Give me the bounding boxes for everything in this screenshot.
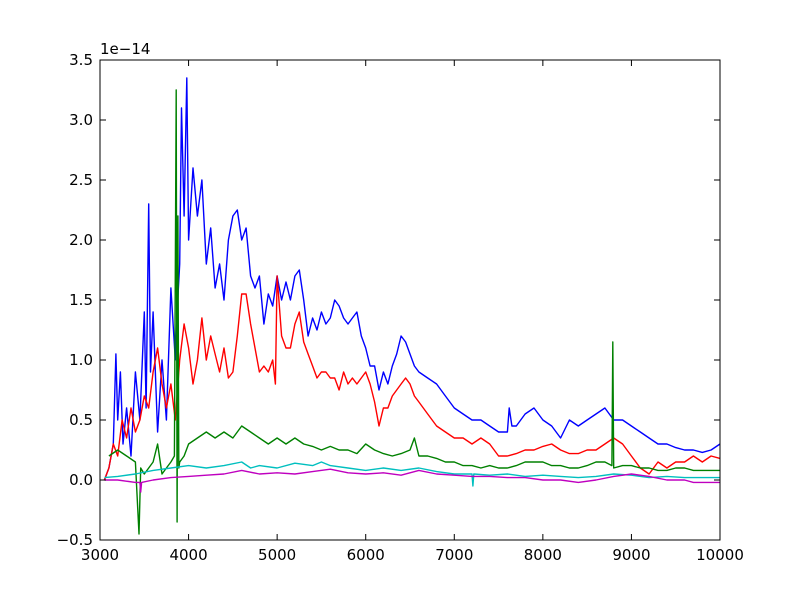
x-tick-label: 10000: [696, 546, 744, 564]
x-tick-label: 9000: [612, 546, 650, 564]
series-line-4: [104, 468, 720, 493]
y-tick-label: 0.5: [69, 411, 93, 429]
x-axis-ticks: 3000 4000 5000 6000 7000 8000 9000 10000: [81, 60, 744, 564]
y-tick-label: 2.5: [69, 171, 93, 189]
y-tick-label: 1.0: [69, 351, 93, 369]
x-tick-label: 6000: [347, 546, 385, 564]
x-tick-label: 5000: [258, 546, 296, 564]
y-tick-label: 0.0: [69, 471, 93, 489]
y-tick-label: 2.0: [69, 231, 93, 249]
series-line-0: [103, 77, 721, 481]
x-tick-label: 8000: [524, 546, 562, 564]
y-tick-label: −0.5: [57, 531, 93, 549]
y-tick-label: 3.0: [69, 111, 93, 129]
y-tick-label: 3.5: [69, 51, 93, 69]
y-axis-ticks: −0.5 0.0 0.5 1.0 1.5 2.0 2.5 3.0 3.5: [57, 51, 720, 549]
y-tick-label: 1.5: [69, 291, 93, 309]
x-tick-label: 3000: [81, 546, 119, 564]
x-tick-label: 4000: [169, 546, 207, 564]
series-line-1: [103, 275, 721, 481]
series-line-3: [104, 461, 720, 487]
y-offset-label: 1e−14: [100, 40, 150, 58]
series-line-2: [108, 89, 720, 535]
x-tick-label: 7000: [435, 546, 473, 564]
series-layer: [103, 77, 721, 535]
